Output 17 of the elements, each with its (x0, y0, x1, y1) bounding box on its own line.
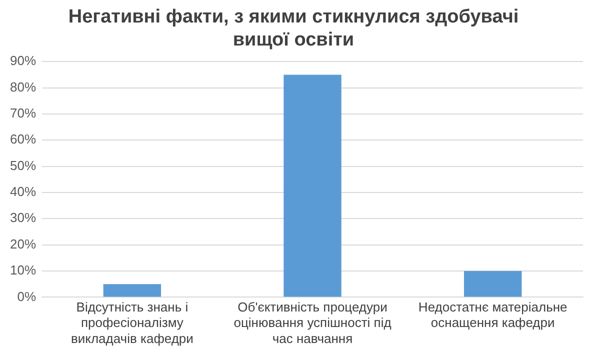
y-tick-label: 0% (17, 288, 36, 304)
y-tick-label: 90% (10, 53, 36, 68)
bar (103, 284, 162, 297)
y-tick-label: 40% (10, 184, 36, 200)
y-tick-label: 70% (10, 106, 36, 121)
y-tick-label: 50% (10, 158, 36, 173)
bar (284, 74, 342, 297)
x-tick-label: Об'єктивність процедури оцінювання успішності під час навчання (234, 300, 392, 346)
y-tick-label: 60% (10, 132, 36, 147)
y-tick-label: 30% (10, 210, 36, 226)
y-tick-label: 20% (10, 236, 36, 252)
bar (464, 271, 522, 297)
y-tick-label: 80% (10, 79, 36, 94)
x-tick-label: Відсутність знань і професіоналізму викладачів кафедри (70, 300, 194, 346)
y-tick-label: 10% (10, 262, 36, 278)
chart-title: Негативні факти, з якими стикнулися здобувачі вищої освіти (68, 6, 519, 50)
x-tick-label: Недостатнє матеріальне оснащення кафедри (418, 300, 568, 330)
